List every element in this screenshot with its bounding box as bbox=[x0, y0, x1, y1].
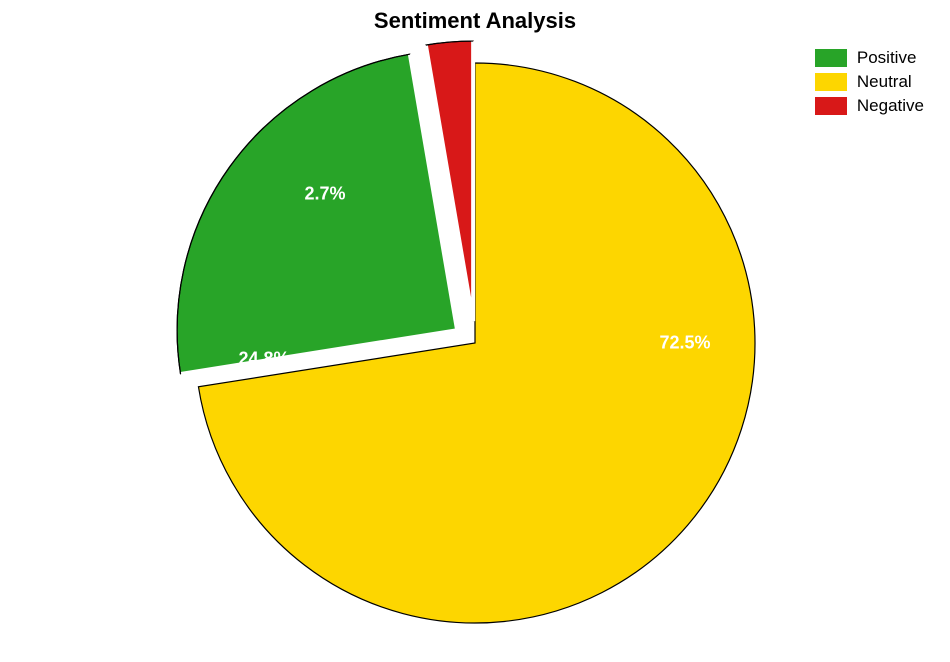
slice-label-neutral: 72.5% bbox=[659, 333, 710, 354]
pie-slice-positive bbox=[177, 54, 457, 374]
legend-item-negative: Negative bbox=[815, 96, 924, 116]
legend-swatch bbox=[815, 73, 847, 91]
legend-item-positive: Positive bbox=[815, 48, 924, 68]
legend-swatch bbox=[815, 49, 847, 67]
legend: Positive Neutral Negative bbox=[815, 48, 924, 120]
legend-label: Negative bbox=[857, 96, 924, 116]
sentiment-pie-chart: Sentiment Analysis PositiveNeutralNegati… bbox=[0, 0, 950, 662]
pie-svg bbox=[0, 0, 950, 662]
slice-label-negative: 2.7% bbox=[304, 184, 345, 205]
legend-label: Positive bbox=[857, 48, 917, 68]
slice-label-positive: 24.8% bbox=[238, 349, 289, 370]
legend-label: Neutral bbox=[857, 72, 912, 92]
legend-swatch bbox=[815, 97, 847, 115]
legend-item-neutral: Neutral bbox=[815, 72, 924, 92]
